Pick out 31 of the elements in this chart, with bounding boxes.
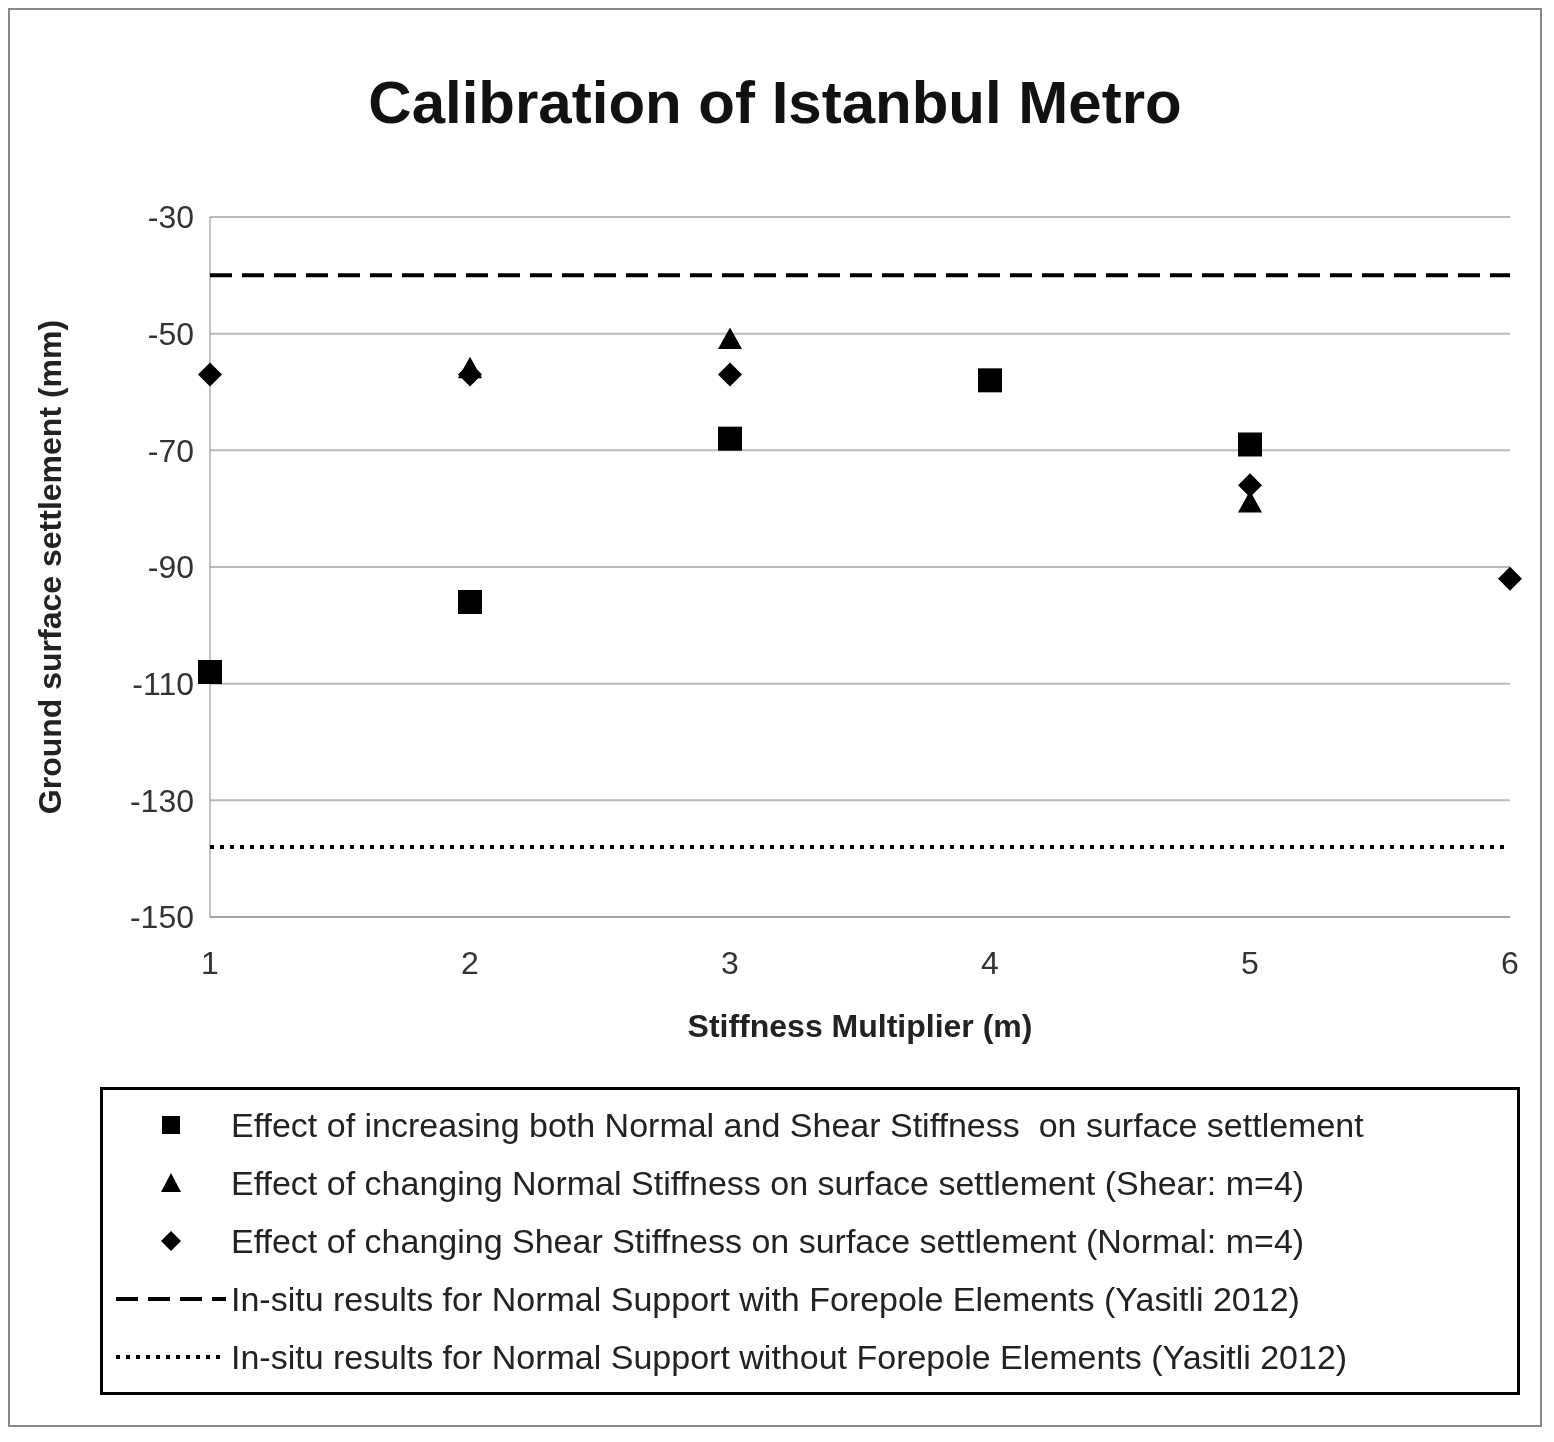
y-tick-label: -90 [147,549,194,586]
point [718,327,742,350]
x-tick-label: 4 [981,944,999,981]
legend-label: Effect of changing Shear Stiffness on surface settlement (Normal: m=4) [231,1221,1305,1261]
legend-label: Effect of increasing both Normal and Shear Stiffness on surface settlement [231,1105,1364,1145]
point [198,362,222,387]
y-tick-label: -110 [132,666,194,703]
legend-label: Effect of changing Normal Stiffness on surface settlement (Shear: m=4) [231,1163,1305,1203]
y-axis-title: Ground surface settlement (mm) [32,319,69,815]
point [458,590,482,614]
point [718,362,742,387]
chart-title: Calibration of Istanbul Metro [367,68,1183,137]
point [978,368,1002,393]
point [718,426,742,451]
x-tick-label: 6 [1501,944,1519,981]
y-tick-label: -130 [129,782,194,819]
point [1238,473,1262,498]
legend-label: In-situ results for Normal Support with Forepole Elements (Yasitli 2012) [231,1279,1300,1319]
point [1498,566,1522,591]
x-tick-label: 3 [721,944,739,981]
y-tick-label: -150 [129,899,194,936]
x-tick-label: 5 [1241,944,1259,981]
point [1238,432,1262,457]
x-tick-label: 1 [201,944,219,981]
y-tick-label: -30 [147,199,194,236]
y-tick-label: -70 [147,432,194,469]
y-tick-label: -50 [147,316,194,353]
point [198,660,222,684]
x-axis-title: Stiffness Multiplier (m) [687,1008,1033,1044]
x-tick-label: 2 [461,944,479,981]
legend-label: In-situ results for Normal Support without Forepole Elements (Yasitli 2012) [231,1337,1348,1377]
